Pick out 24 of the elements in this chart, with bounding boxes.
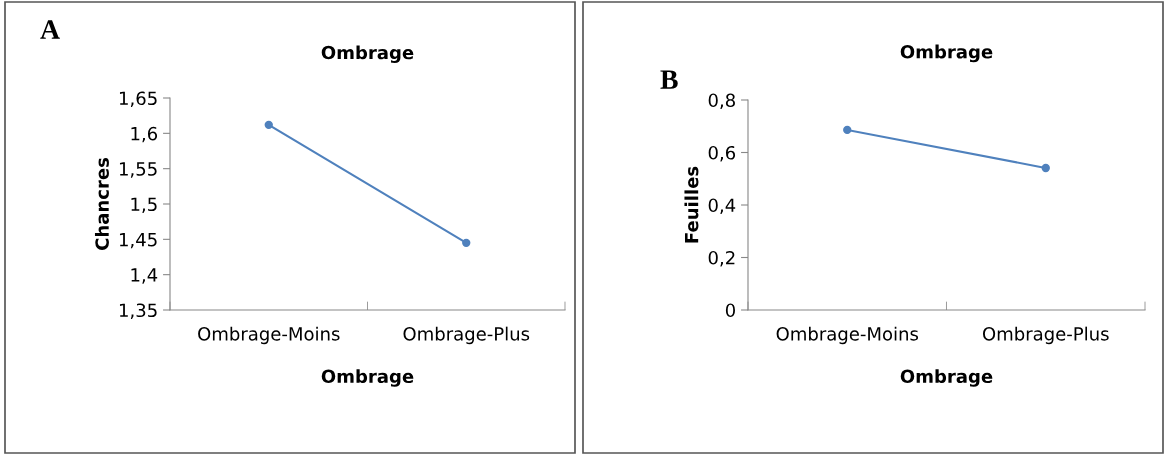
- x-tick-label: Ombrage-Plus: [982, 326, 1109, 345]
- x-tick-label: Ombrage-Moins: [776, 326, 919, 345]
- y-tick-label: 0: [725, 303, 735, 318]
- text: B: [660, 70, 678, 89]
- x-axis-title: Ombrage: [900, 369, 993, 387]
- y-tick-label: 1,6: [131, 126, 158, 143]
- y-tick-label: 1,35: [119, 303, 157, 319]
- y-axis-title: Feuilles: [684, 166, 699, 243]
- chart-title: Ombrage: [900, 44, 993, 63]
- y-tick-label: 1,4: [131, 268, 158, 284]
- y-tick-label: 0,2: [708, 250, 735, 267]
- y-tick-label: 1,5: [131, 197, 157, 213]
- y-tick-label: 1,65: [119, 91, 157, 107]
- text: A: [40, 20, 60, 39]
- x-tick-label: Ombrage-Moins: [198, 326, 340, 345]
- y-axis-title: Chancres: [94, 157, 109, 250]
- x-tick-label: Ombrage-Plus: [403, 326, 530, 345]
- y-tick-label: 0,4: [708, 198, 736, 214]
- y-tick-label: 0,6: [708, 145, 736, 162]
- x-axis-title: Ombrage: [321, 369, 414, 387]
- y-tick-label: 0,8: [708, 93, 735, 109]
- y-tick-label: 1,45: [119, 233, 157, 249]
- chart-title: Ombrage: [321, 45, 414, 64]
- y-tick-label: 1,55: [119, 162, 157, 178]
